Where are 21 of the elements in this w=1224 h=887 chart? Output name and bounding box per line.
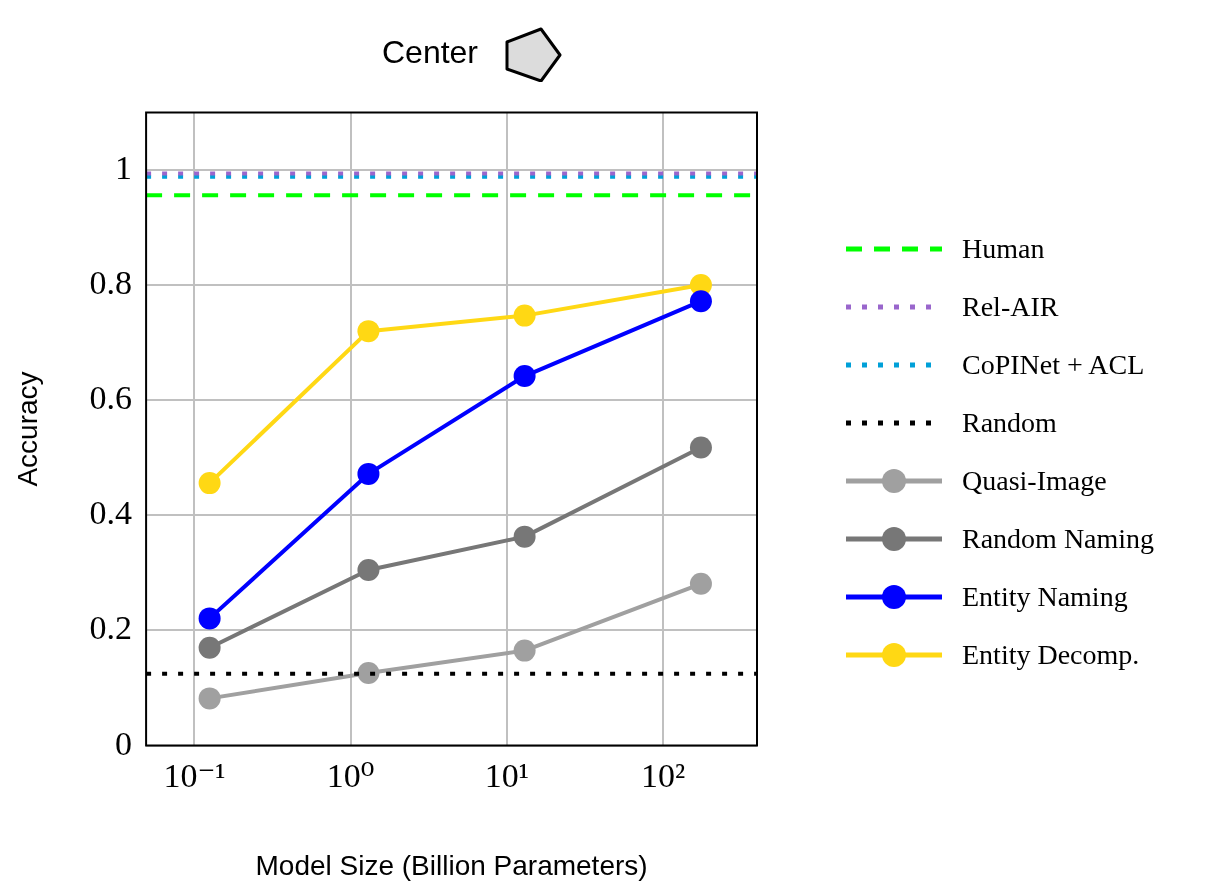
- y-tick-label: 0: [115, 724, 133, 762]
- y-tick-label: 0.2: [89, 609, 133, 647]
- y-tick-label: 0.8: [89, 264, 133, 302]
- legend-label: Entity Naming: [962, 581, 1128, 613]
- x-tick-label: 10⁻¹: [163, 756, 226, 794]
- legend-label: Entity Decomp.: [962, 639, 1140, 671]
- x-tick-label: 10²: [640, 756, 686, 794]
- legend-label: Random Naming: [962, 523, 1155, 555]
- x-tick-label: 10⁰: [326, 756, 375, 794]
- y-axis-title: Accuracy: [11, 371, 43, 487]
- x-axis-title: Model Size (Billion Parameters): [255, 849, 648, 881]
- y-tick-label: 1: [115, 148, 133, 186]
- legend-label: Random: [962, 407, 1057, 439]
- legend-label: Quasi-Image: [962, 465, 1107, 497]
- legend-label: CoPINet + ACL: [962, 349, 1145, 381]
- chart-title: Center: [381, 33, 479, 71]
- legend-label: Human: [962, 233, 1045, 265]
- y-tick-label: 0.6: [89, 379, 133, 417]
- legend-label: Rel-AIR: [962, 291, 1059, 323]
- y-tick-label: 0.4: [89, 494, 133, 532]
- x-tick-label: 10¹: [484, 756, 529, 794]
